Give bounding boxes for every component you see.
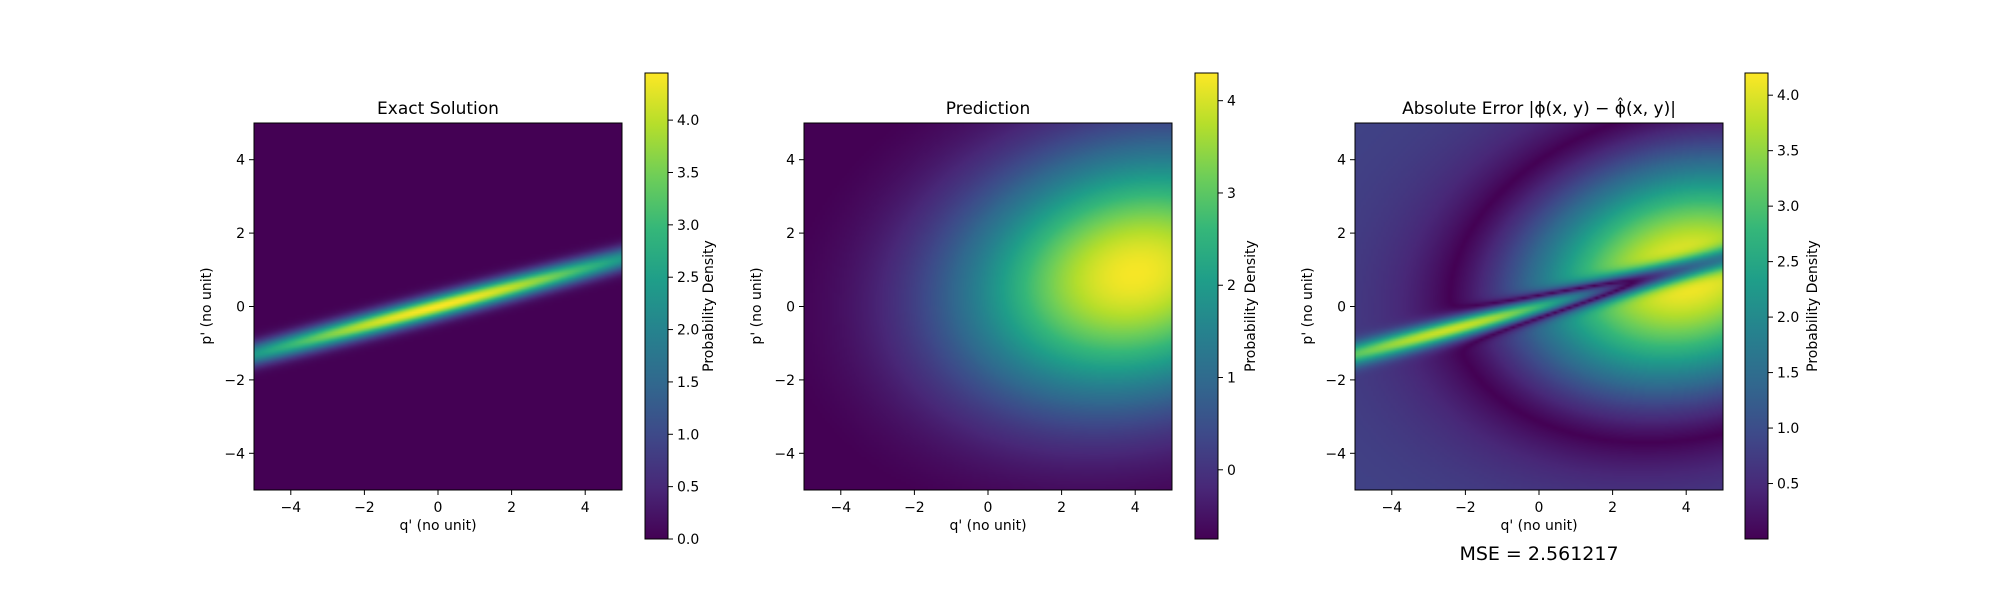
colorbar-tick-label: 0.5 — [1777, 477, 1799, 493]
colorbar-ticks: 0 1 2 3 4 — [1218, 94, 1236, 479]
x-tick-label: 4 — [1131, 500, 1140, 516]
colorbar — [1745, 73, 1768, 539]
y-ticks: −4 −2 0 2 4 — [774, 153, 804, 462]
colorbar-tick-label: 4.0 — [677, 113, 699, 129]
colorbar — [1195, 73, 1218, 539]
x-tick-label: −4 — [280, 500, 301, 516]
colorbar — [645, 73, 668, 539]
y-ticks: −4 −2 0 2 4 — [224, 153, 254, 462]
colorbar-tick-label: 3.5 — [1777, 144, 1799, 160]
x-tick-label: 0 — [434, 500, 443, 516]
colorbar-ticks: 0.5 1.0 1.5 2.0 2.5 3.0 3.5 4.0 — [1768, 88, 1799, 493]
x-tick-label: 4 — [1682, 500, 1691, 516]
y-axis-label: p' (no unit) — [749, 267, 765, 344]
y-tick-label: 4 — [1337, 153, 1346, 169]
mse-annotation: MSE = 2.561217 — [1459, 543, 1618, 565]
colorbar-tick-label: 2.5 — [677, 270, 699, 286]
x-tick-label: −2 — [1455, 500, 1476, 516]
heatmap-image — [804, 123, 1172, 490]
colorbar-frame — [644, 72, 669, 540]
y-tick-label: −4 — [1325, 446, 1346, 462]
x-axis-label: q' (no unit) — [949, 518, 1026, 534]
colorbar-tick-label: 0.5 — [677, 480, 699, 496]
colorbar-tick-label: 1.5 — [1777, 366, 1799, 382]
x-tick-label: 0 — [984, 500, 993, 516]
colorbar-tick-label: 1.0 — [1777, 421, 1799, 437]
colorbar-tick-label: 0.0 — [677, 532, 699, 548]
x-tick-label: 2 — [1057, 500, 1066, 516]
colorbar-tick-label: 1.5 — [677, 375, 699, 391]
colorbar-tick-label: 2.0 — [677, 323, 699, 339]
panel-exact-solution: Exact Solution −4 −2 0 2 4 −4 −2 0 2 4 q' (no un… — [199, 72, 717, 548]
y-tick-label: 4 — [236, 153, 245, 169]
x-tick-label: −2 — [354, 500, 375, 516]
x-ticks: −4 −2 0 2 4 — [830, 490, 1140, 516]
colorbar-tick-label: 4 — [1227, 94, 1236, 110]
x-axis-label: q' (no unit) — [399, 518, 476, 534]
panel-title: Absolute Error |ϕ(x, y) − ϕ̂(x, y)| — [1402, 96, 1676, 119]
x-tick-label: −4 — [1381, 500, 1402, 516]
y-ticks: −4 −2 0 2 4 — [1325, 153, 1355, 462]
y-tick-label: 0 — [1337, 300, 1346, 316]
y-tick-label: −2 — [1325, 373, 1346, 389]
y-tick-label: 0 — [236, 300, 245, 316]
y-tick-label: −2 — [774, 373, 795, 389]
x-tick-label: 0 — [1535, 500, 1544, 516]
y-tick-label: 0 — [786, 300, 795, 316]
colorbar-tick-label: 3.0 — [1777, 199, 1799, 215]
y-axis-label: p' (no unit) — [1300, 267, 1316, 344]
x-tick-label: 4 — [581, 500, 590, 516]
colorbar-tick-label: 3 — [1227, 186, 1236, 202]
colorbar-frame — [1194, 72, 1219, 540]
x-tick-label: 2 — [1608, 500, 1617, 516]
y-tick-label: 4 — [786, 153, 795, 169]
colorbar-ticks: 0.0 0.5 1.0 1.5 2.0 2.5 3.0 3.5 4.0 — [668, 113, 699, 548]
panel-title: Exact Solution — [377, 99, 499, 119]
y-tick-label: 2 — [786, 226, 795, 242]
heatmap-image — [1355, 123, 1723, 490]
colorbar-tick-label: 3.5 — [677, 165, 699, 181]
panel-title: Prediction — [946, 99, 1030, 119]
colorbar-label: Probability Density — [701, 240, 717, 372]
x-tick-label: 2 — [507, 500, 516, 516]
x-axis-label: q' (no unit) — [1500, 518, 1577, 534]
colorbar-tick-label: 2 — [1227, 278, 1236, 294]
colorbar-tick-label: 2.0 — [1777, 310, 1799, 326]
colorbar-frame — [1744, 72, 1769, 540]
x-ticks: −4 −2 0 2 4 — [1381, 490, 1691, 516]
colorbar-label: Probability Density — [1805, 240, 1821, 372]
x-ticks: −4 −2 0 2 4 — [280, 490, 590, 516]
y-tick-label: 2 — [236, 226, 245, 242]
x-tick-label: −2 — [904, 500, 925, 516]
x-tick-label: −4 — [830, 500, 851, 516]
colorbar-tick-label: 0 — [1227, 463, 1236, 479]
colorbar-tick-label: 1.0 — [677, 427, 699, 443]
y-tick-label: −2 — [224, 373, 245, 389]
colorbar-tick-label: 3.0 — [677, 218, 699, 234]
y-tick-label: −4 — [774, 446, 795, 462]
panel-absolute-error: Absolute Error |ϕ(x, y) − ϕ̂(x, y)| −4 −2… — [1300, 72, 1821, 565]
y-axis-label: p' (no unit) — [199, 267, 215, 344]
heatmap-image — [254, 123, 622, 490]
colorbar-label: Probability Density — [1243, 240, 1259, 372]
colorbar-tick-label: 1 — [1227, 371, 1236, 387]
colorbar-tick-label: 4.0 — [1777, 88, 1799, 104]
y-tick-label: 2 — [1337, 226, 1346, 242]
y-tick-label: −4 — [224, 446, 245, 462]
colorbar-tick-label: 2.5 — [1777, 255, 1799, 271]
